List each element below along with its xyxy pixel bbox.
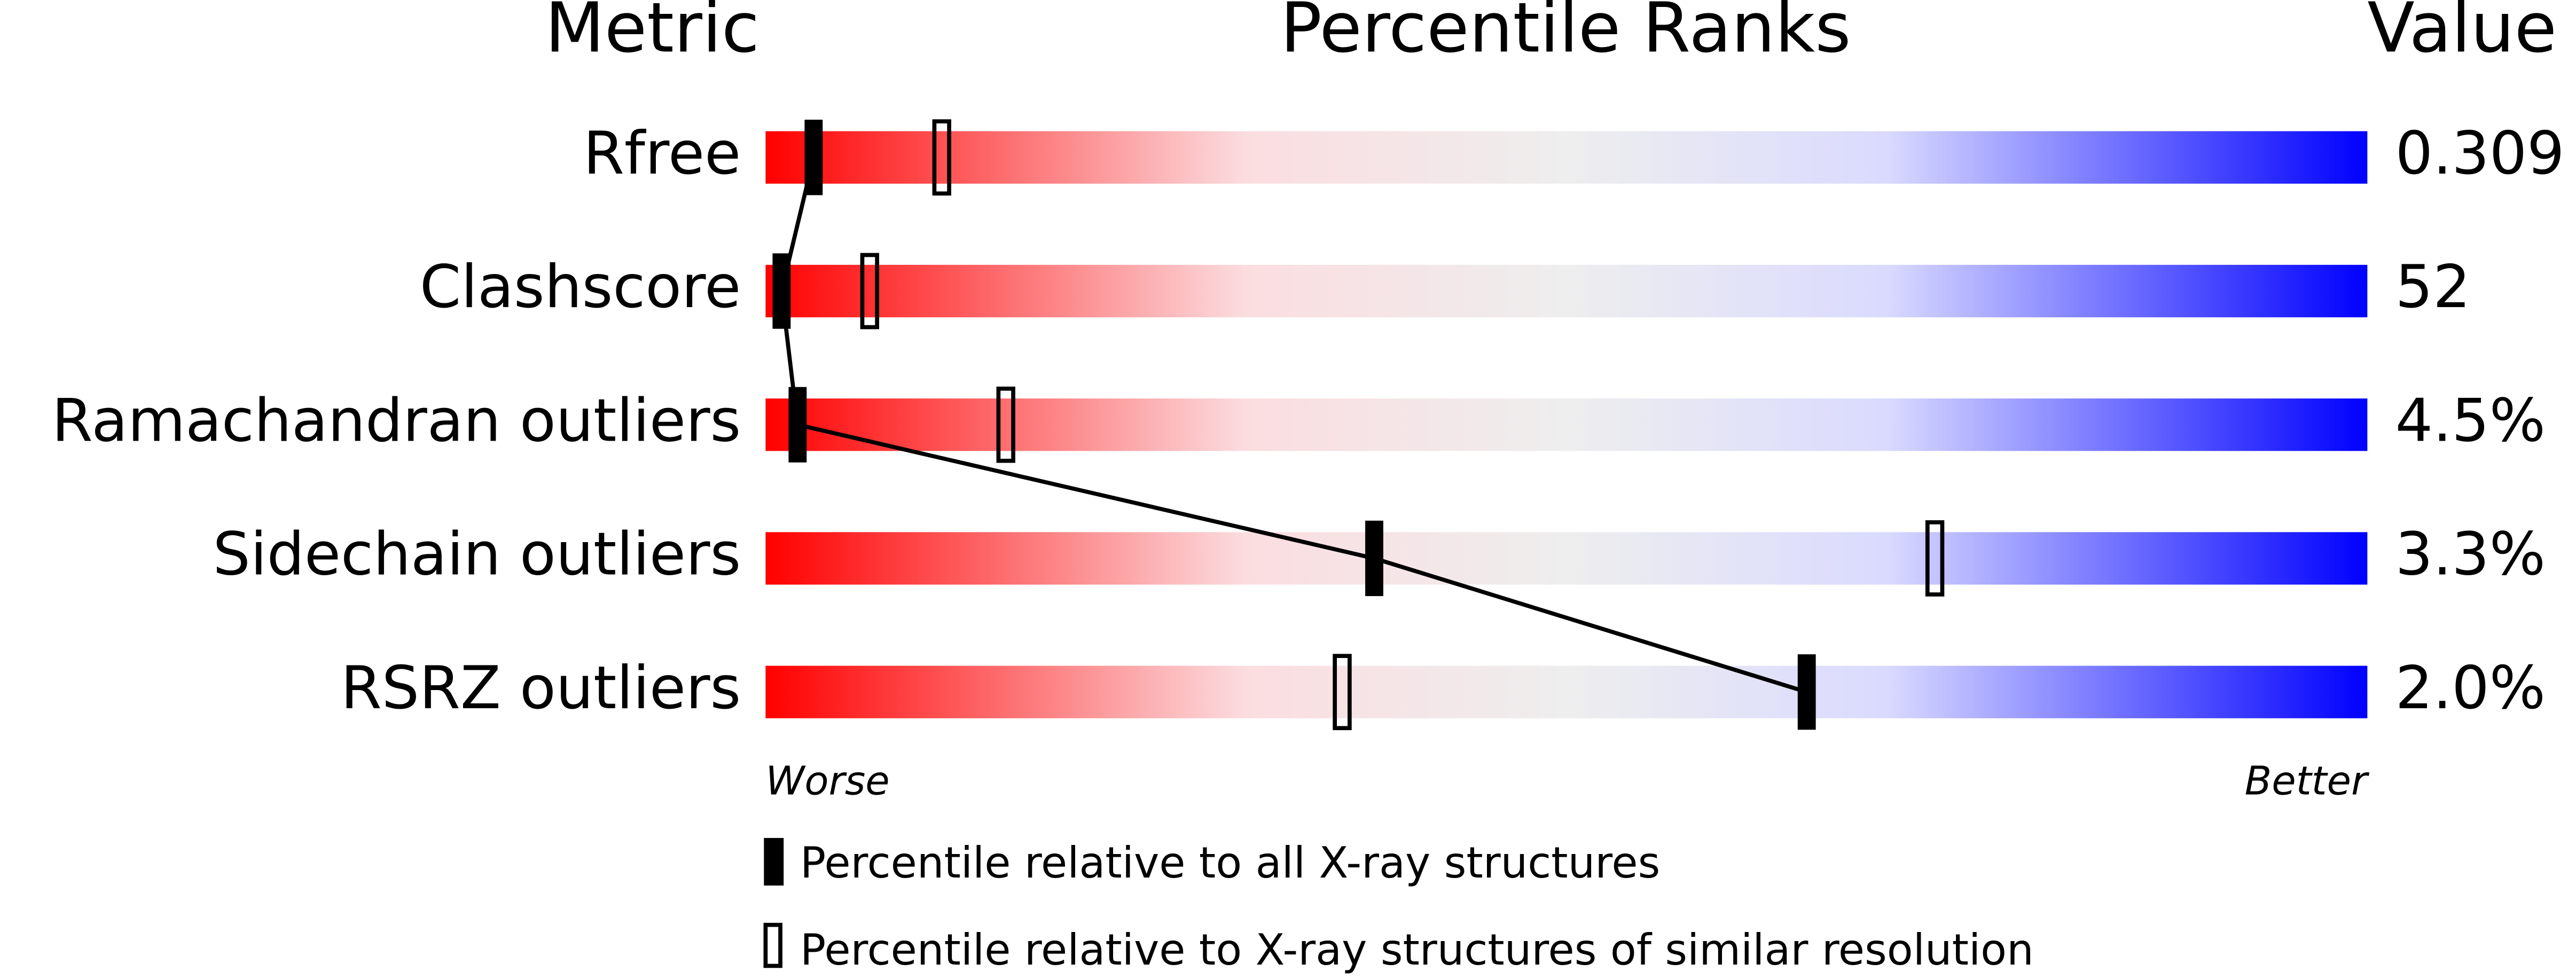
percentile-marker-all [1797,654,1816,730]
metric-value: 3.3% [2395,520,2546,589]
better-label: Better [2245,759,2370,804]
percentile-bar [765,665,2368,718]
percentile-marker-all [1365,520,1383,597]
percentile-marker-similar [1925,520,1945,597]
legend-label: Percentile relative to X-ray structures … [800,925,2034,975]
legend-label: Percentile relative to all X-ray structu… [800,838,1660,888]
metric-label: Sidechain outliers [213,520,741,589]
legend-swatch [764,837,784,886]
metric-value: 52 [2395,253,2471,322]
percentile-marker-all [788,387,807,463]
value-header: Value [2367,0,2557,68]
percentile-marker-similar [1333,654,1352,731]
percentile-bar [765,264,2368,318]
percentile-bar [765,131,2368,184]
ranks-header: Percentile Ranks [1280,0,1851,68]
metric-label: Clashscore [420,253,741,322]
worse-label: Worse [765,759,889,804]
metric-header: Metric [545,0,760,68]
percentile-marker-all [772,253,791,329]
percentile-marker-all [804,120,823,195]
legend-swatch [763,922,782,968]
percentile-marker-similar [860,253,879,330]
metric-label: Ramachandran outliers [52,387,741,456]
percentile-bar [765,532,2368,585]
metric-value: 4.5% [2395,387,2546,456]
percentile-marker-similar [996,386,1015,463]
metric-label: RSRZ outliers [341,654,741,723]
percentile-bar [765,398,2368,451]
metric-value: 0.309 [2395,119,2565,188]
metric-value: 2.0% [2395,654,2546,723]
percentile-marker-similar [932,119,951,196]
metric-label: Rfree [583,119,741,188]
